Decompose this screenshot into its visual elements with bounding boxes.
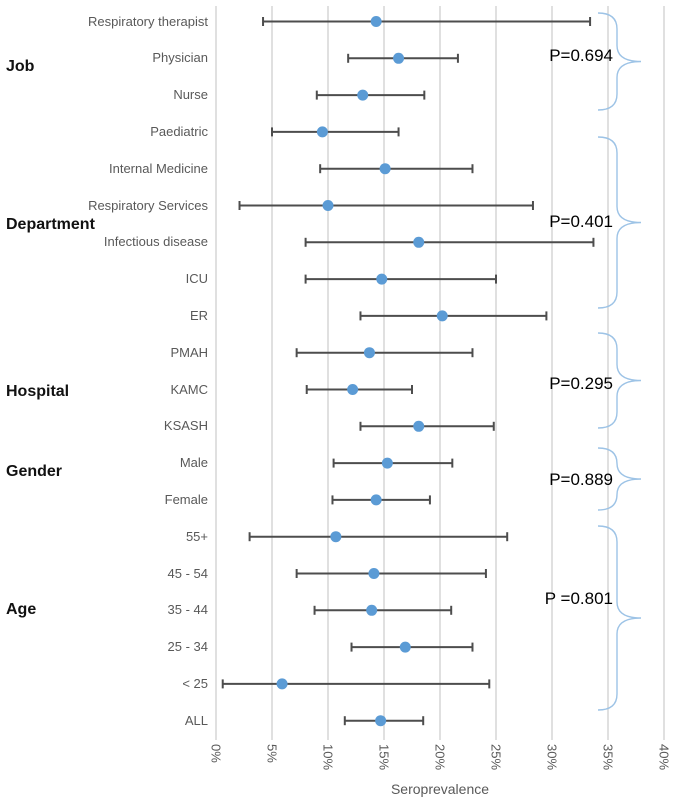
category-label: ALL: [184, 712, 208, 728]
group-label: Age: [6, 601, 37, 618]
category-label: Infectious disease: [103, 234, 208, 250]
category-label: ER: [189, 307, 208, 323]
x-tick-label: 30%: [545, 744, 560, 770]
category-label: Respiratory Services: [88, 197, 208, 213]
point-marker: [366, 604, 378, 616]
x-tick-label: 5%: [265, 744, 280, 763]
x-tick-label: 35%: [601, 744, 616, 770]
point-marker: [370, 494, 382, 506]
category-label: < 25: [182, 675, 208, 691]
point-marker: [316, 126, 328, 138]
x-tick-label: 25%: [489, 744, 504, 770]
category-label: Internal Medicine: [109, 160, 208, 176]
category-label: 55+: [185, 528, 208, 544]
group-label: Department: [6, 216, 95, 233]
point-marker: [375, 715, 387, 727]
point-marker: [276, 678, 288, 690]
point-marker: [330, 531, 342, 543]
category-label: KAMC: [170, 381, 208, 397]
point-marker: [379, 163, 391, 175]
point-marker: [399, 641, 411, 653]
category-label: ICU: [185, 271, 208, 287]
point-marker: [357, 89, 369, 101]
x-tick-label: 10%: [321, 744, 336, 770]
point-marker: [363, 347, 375, 359]
category-label: Physician: [152, 50, 208, 66]
category-label: KSASH: [163, 418, 208, 434]
group-brace-bracket: [597, 136, 642, 309]
point-marker: [376, 273, 388, 285]
point-marker: [413, 420, 425, 432]
group-brace-bracket: [597, 332, 642, 429]
point-marker: [370, 16, 382, 27]
category-label: 35 - 44: [167, 602, 208, 618]
point-marker: [393, 52, 405, 64]
point-marker: [413, 236, 425, 248]
group-brace-bracket: [597, 525, 642, 711]
group-label: Job: [6, 58, 35, 75]
group-label: Hospital: [6, 383, 70, 400]
group-brace-bracket: [597, 447, 642, 511]
group-brace-bracket: [597, 12, 642, 111]
point-marker: [347, 384, 359, 395]
group-label: Gender: [6, 463, 63, 480]
p-value-label: P=0.889: [549, 470, 613, 489]
x-tick-label: 0%: [209, 744, 224, 763]
p-value-label: P=0.401: [549, 212, 613, 231]
x-tick-label: 20%: [433, 744, 448, 770]
category-label: 25 - 34: [167, 639, 208, 655]
category-label: Female: [164, 491, 208, 507]
x-tick-label: 40%: [657, 744, 672, 770]
point-marker: [436, 310, 448, 322]
point-marker: [381, 457, 393, 469]
x-axis-title: Seroprevalence: [390, 781, 490, 797]
category-label: PMAH: [170, 344, 208, 360]
category-label: Nurse: [173, 87, 208, 103]
point-marker: [368, 568, 380, 579]
p-value-label: P =0.801: [544, 589, 613, 608]
category-label: 45 - 54: [167, 565, 208, 581]
point-marker: [322, 200, 334, 211]
category-label: Paediatric: [150, 123, 208, 139]
category-label: Respiratory therapist: [88, 13, 208, 29]
x-tick-label: 15%: [377, 744, 392, 770]
p-value-label: P=0.694: [549, 46, 613, 65]
category-label: Male: [179, 455, 208, 471]
p-value-label: P=0.295: [549, 374, 613, 393]
